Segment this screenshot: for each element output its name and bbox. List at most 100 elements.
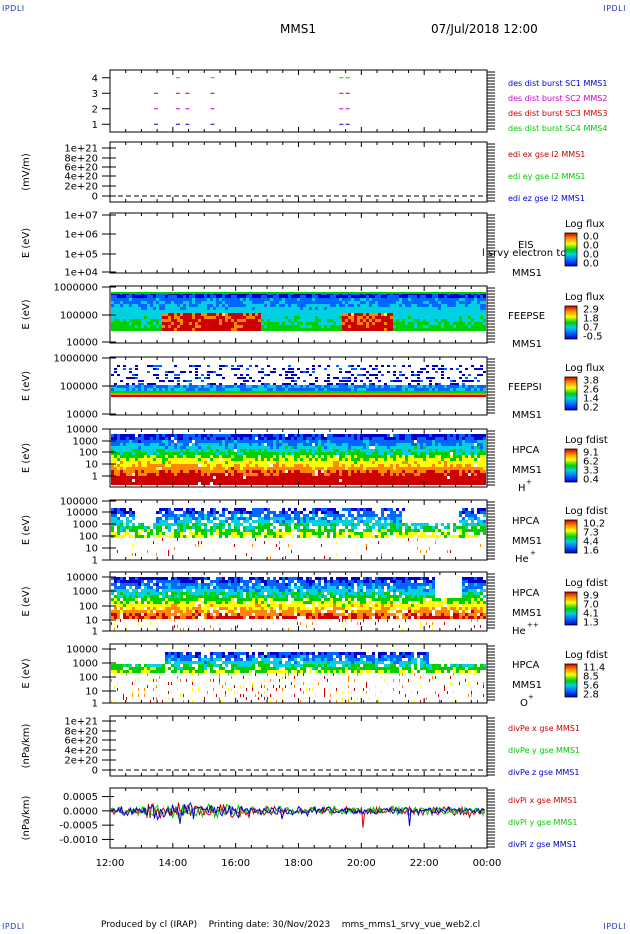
ylabel-hpca_h: E (eV) — [21, 443, 32, 473]
ytick-label-hpca_h: 1 — [92, 472, 98, 483]
ytick-label-hpca_o: 1000 — [73, 659, 98, 670]
divpi-line-1 — [110, 803, 485, 820]
spectrogram-hpca_h — [111, 434, 486, 485]
overlay-label-eis: l srvy electron to — [482, 248, 566, 259]
cbar-title-hpca_o: Log fdist — [565, 650, 608, 661]
cbar-tick-hpca_h: 6.2 — [583, 457, 599, 468]
ytick-label-edi: 8e+20 — [64, 154, 98, 165]
instrument-label-hpca_h: HPCA — [512, 445, 540, 456]
sc-label-hpca_o: MMS1 — [512, 680, 542, 691]
cbar-tick-feepse: 2.9 — [583, 305, 599, 316]
ytick-label-hpca_he2: 1000 — [73, 587, 98, 598]
cbar-title-eis: Log flux — [565, 219, 605, 230]
ytick-label-hpca_he: 10 — [85, 544, 98, 555]
mission-title: MMS1 — [280, 22, 316, 36]
ylabel-divpe: (nPa/km) — [21, 724, 32, 769]
ylabel-divpi: (nPa/km) — [21, 796, 32, 841]
cbar-title-feepse: Log flux — [565, 292, 605, 303]
ytick-label-edi: 1e+21 — [64, 144, 98, 155]
instrument-label-hpca_he: HPCA — [512, 516, 540, 527]
panel-frame-edi — [109, 141, 488, 203]
ytick-label-hpca_o: 10000 — [66, 645, 98, 656]
ytick-label-hpca_he2: 1 — [92, 627, 98, 638]
legend-divpi: divPi y gse MMS1 — [508, 818, 577, 827]
legend-edi: edi ez gse l2 MMS1 — [508, 194, 585, 203]
ytick-label-divpe: 4e+20 — [64, 746, 98, 757]
ytick-label-divpe: 2e+20 — [64, 756, 98, 767]
footer-produced-by: Produced by cl (IRAP) — [101, 920, 198, 930]
sc-label-hpca_he2: MMS1 — [512, 608, 542, 619]
legend-divpe: divPe y gse MMS1 — [508, 746, 580, 755]
time-axis-label: 16:00 — [221, 858, 250, 869]
ytick-label-eis: 1e+04 — [64, 268, 98, 279]
ytick-label-hpca_he2: 10000 — [66, 573, 98, 584]
cbar-tick-eis: 0.0 — [583, 250, 599, 261]
ytick-label-hpca_o: 100 — [79, 673, 98, 684]
ytick-label-feepsi: 100000 — [60, 382, 98, 393]
corner-label-bottom-right: IPDLI — [603, 922, 626, 931]
ytick-label-divpe: 0 — [92, 766, 98, 777]
legend-edi: edi ex gse l2 MMS1 — [508, 150, 585, 159]
ytick-label-divpe: 8e+20 — [64, 727, 98, 738]
divpi-line-0 — [110, 802, 485, 828]
cbar-tick-hpca_he: 7.3 — [583, 528, 599, 539]
cbar-title-hpca_he: Log fdist — [565, 506, 608, 517]
panel-frame-divpi — [109, 787, 488, 849]
cbar-tick-feepsi: 0.2 — [583, 403, 599, 414]
cbar-tick-eis: 0.0 — [583, 259, 599, 270]
cbar-tick-eis: 0.0 — [583, 241, 599, 252]
ylabel-edi: (mV/m) — [21, 153, 32, 191]
species-label-hpca_h: H — [518, 483, 526, 494]
cbar-tick-hpca_h: 3.3 — [583, 466, 599, 477]
legend-divpe: divPe z gse MMS1 — [508, 768, 579, 777]
time-axis-label: 20:00 — [347, 858, 376, 869]
cbar-tick-hpca_he: 1.6 — [583, 546, 599, 557]
ytick-label-hpca_he: 10000 — [66, 508, 98, 519]
ytick-label-hpca_h: 10000 — [66, 425, 98, 436]
ytick-label-edi: 4e+20 — [64, 172, 98, 183]
ytick-label-divpi: 0.0005 — [63, 792, 98, 803]
legend-divpe: divPe x gse MMS1 — [508, 724, 580, 733]
ytick-label-hpca_h: 1000 — [73, 437, 98, 448]
instrument-label-hpca_o: HPCA — [512, 660, 540, 671]
cbar-tick-hpca_o: 8.5 — [583, 672, 599, 683]
ylabel-feepse: E (eV) — [21, 299, 32, 329]
ytick-label-hpca_he: 100000 — [60, 497, 98, 508]
ytick-label-edi: 0 — [92, 192, 98, 203]
sc-label-feepsi: MMS1 — [512, 410, 542, 421]
time-axis-label: 14:00 — [158, 858, 187, 869]
ytick-label-divpi: -0.0005 — [59, 821, 98, 832]
divpi-line-2 — [110, 801, 485, 826]
cbar-hpca_o — [564, 663, 578, 698]
ytick-label-hpca_he2: 100 — [79, 602, 98, 613]
ytick-label-hpca_o: 1 — [92, 699, 98, 710]
cbar-tick-hpca_o: 11.4 — [583, 663, 605, 674]
ytick-label-divpi: 0.0000 — [63, 806, 98, 817]
ytick-label-feepse: 1000000 — [53, 283, 98, 294]
cbar-hpca_he2 — [564, 591, 578, 626]
species-label-hpca_o: O — [520, 698, 528, 709]
spectrogram-feepse — [111, 292, 486, 331]
ylabel-hpca_he: E (eV) — [21, 515, 32, 545]
spectrogram-hpca_he2 — [111, 577, 486, 631]
corner-label-bottom-left: IPDLI — [2, 922, 25, 931]
ytick-label-feepse: 10000 — [66, 338, 98, 349]
cbar-eis — [564, 232, 578, 267]
ylabel-hpca_o: E (eV) — [21, 658, 32, 688]
ytick-label-edi: 2e+20 — [64, 182, 98, 193]
instrument-label-feepse: FEEPSE — [508, 311, 545, 322]
legend-divpi: divPi x gse MMS1 — [508, 796, 577, 805]
ytick-label-hpca_h: 100 — [79, 448, 98, 459]
legend-edi: edi ey gse l2 MMS1 — [508, 172, 586, 181]
ytick-label-edi: 6e+20 — [64, 163, 98, 174]
time-axis-label: 22:00 — [410, 858, 439, 869]
sc-label-feepse: MMS1 — [512, 339, 542, 350]
ytick-label-hpca_he2: 10 — [85, 616, 98, 627]
ytick-label-hpca_o: 10 — [85, 687, 98, 698]
panel-frame-divpe — [109, 715, 488, 777]
ytick-label-hpca_h: 10 — [85, 460, 98, 471]
ylabel-hpca_he2: E (eV) — [21, 586, 32, 616]
footer-script-name: mms_mms1_srvy_vue_web2.cl — [341, 920, 481, 930]
cbar-tick-hpca_he2: 7.0 — [583, 600, 599, 611]
